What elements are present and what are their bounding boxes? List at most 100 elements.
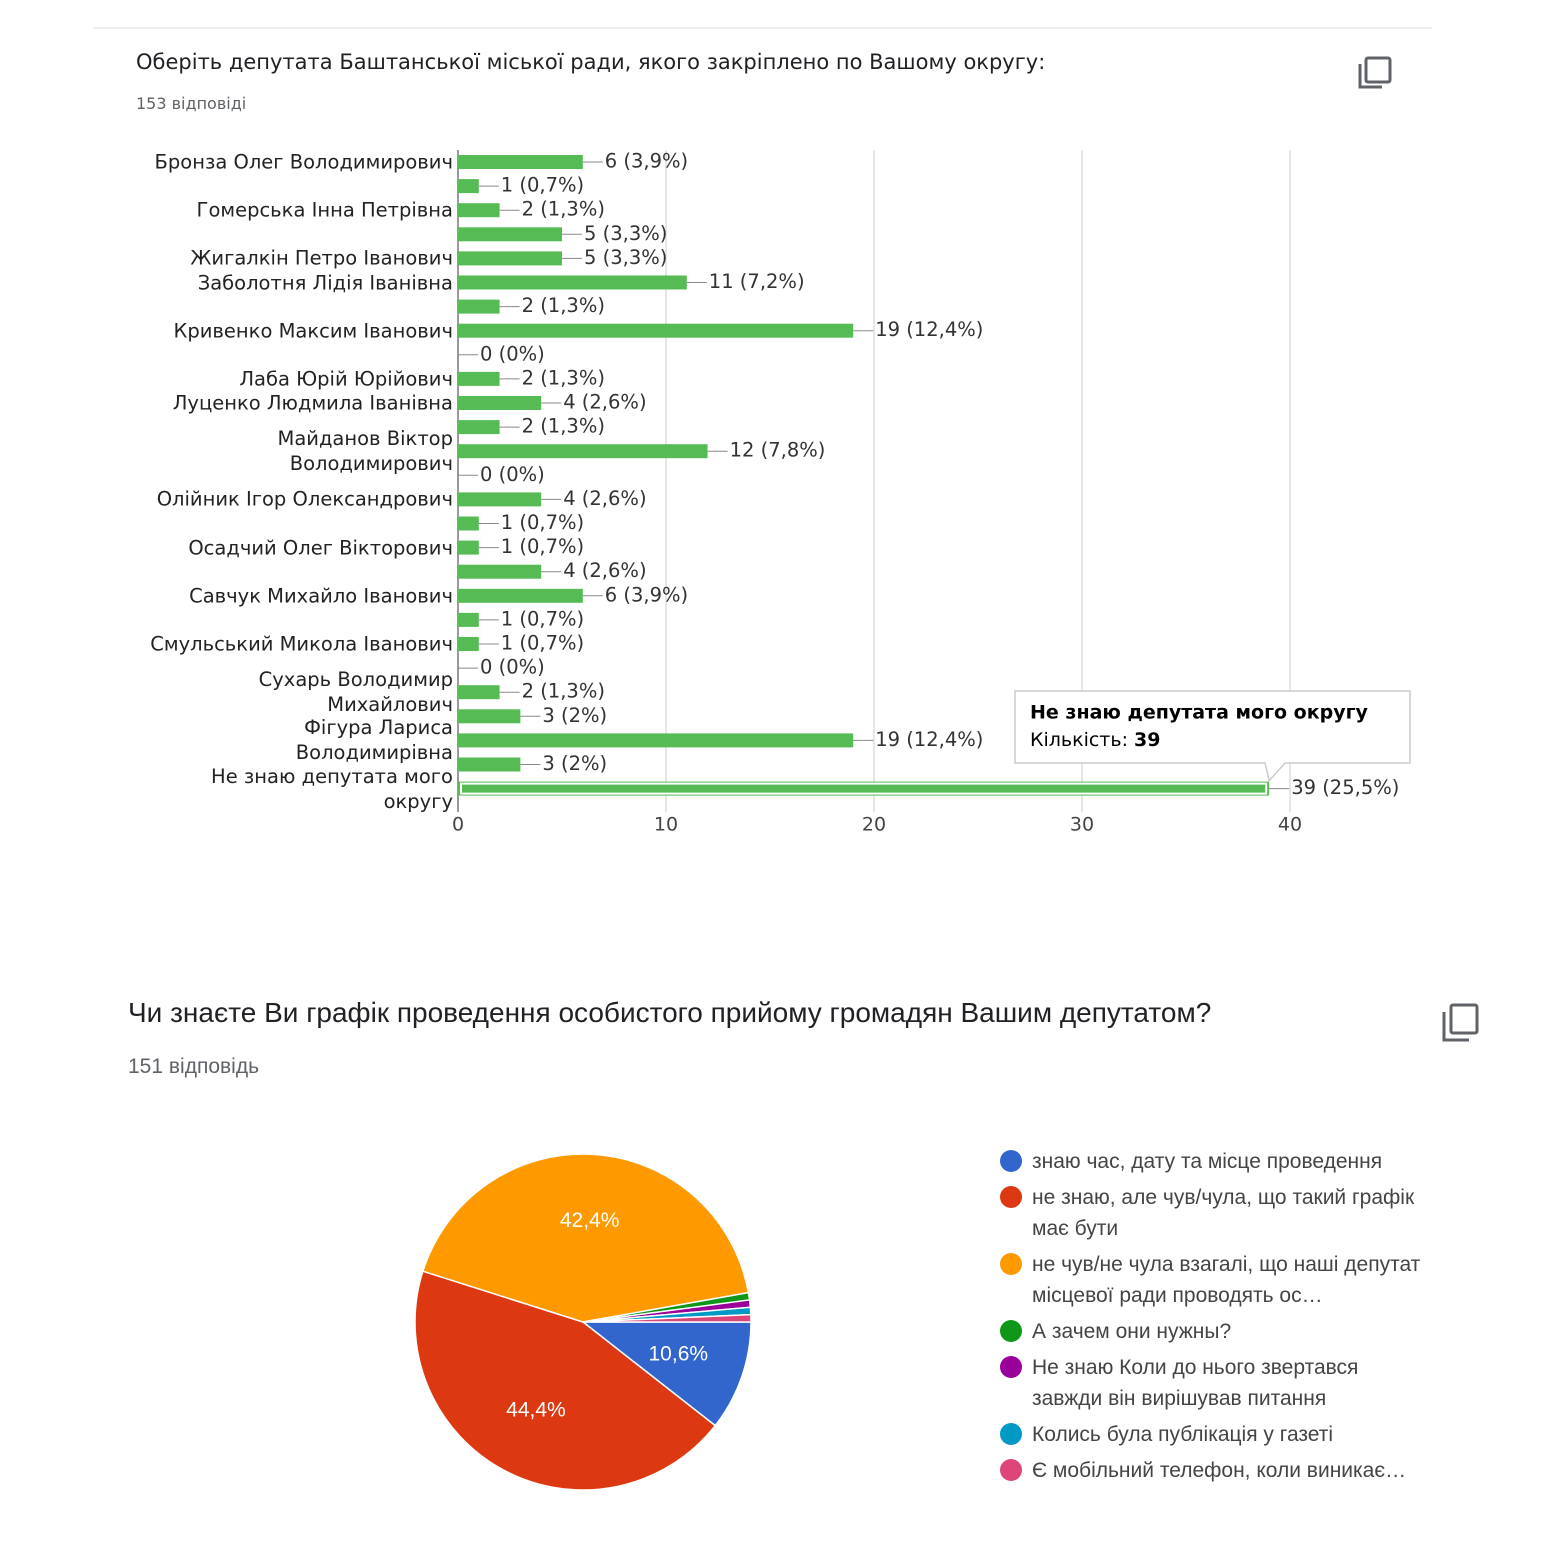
tooltip-title: Не знаю депутата мого округу <box>1030 702 1369 724</box>
value-label: 12 (7,8%) <box>730 439 826 462</box>
bar <box>458 685 500 700</box>
chart-title: Чи знаєте Ви графік проведення особистог… <box>128 997 1212 1028</box>
legend-swatch <box>1000 1150 1022 1172</box>
bar <box>458 155 583 169</box>
legend-swatch <box>1000 1253 1022 1275</box>
legend-item: не знаю, але чув/чула, що такий графік м… <box>1000 1182 1440 1244</box>
bar-highlight <box>460 782 1268 795</box>
category-labels: Бронза Олег Володимирович Гомерська Інна … <box>0 150 460 820</box>
pie-slice <box>580 1321 752 1427</box>
bar <box>458 396 542 410</box>
value-label: 3 (2%) <box>542 704 607 727</box>
legend-label: знаю час, дату та місце проведення <box>1032 1150 1383 1173</box>
bar <box>458 299 500 314</box>
x-tick-label: 20 <box>862 814 886 836</box>
tooltip-text: Кількість: 39 <box>1030 729 1160 751</box>
y-tick-label: Луценко Людмила Іванівна <box>172 391 453 415</box>
value-label: 1 (0,7%) <box>501 607 584 630</box>
legend-item: не чув/не чула взагалі, що наші депутат … <box>1000 1249 1440 1311</box>
pie-slice <box>421 1153 750 1323</box>
value-label: 6 (3,9%) <box>605 583 688 606</box>
legend-swatch <box>1000 1459 1022 1481</box>
bar <box>458 516 479 531</box>
y-tick-label: Фігура Лариса Володимирівна <box>295 716 453 765</box>
bar <box>458 637 479 651</box>
legend-swatch <box>1000 1320 1022 1342</box>
bar <box>458 203 500 218</box>
value-label: 6 (3,9%) <box>605 150 688 173</box>
x-tick-label: 0 <box>452 814 464 836</box>
y-tick-label: Олійник Ігор Олександрович <box>156 487 453 511</box>
legend-label: не чув/не чула взагалі, що наші депутат … <box>1032 1253 1421 1307</box>
bar <box>458 444 708 459</box>
value-label: 19 (12,4%) <box>875 728 983 751</box>
response-count: 151 відповідь <box>128 1055 260 1078</box>
x-tick-label: 40 <box>1278 814 1302 836</box>
value-label: 0 (0%) <box>480 656 545 679</box>
value-label: 5 (3,3%) <box>584 222 667 245</box>
value-label: 2 (1,3%) <box>522 198 605 221</box>
legend-swatch <box>1000 1186 1022 1208</box>
value-label: 4 (2,6%) <box>563 559 646 582</box>
y-tick-label: Жигалкін Петро Іванович <box>190 246 453 270</box>
chart-title: Оберіть депутата Баштанської міської рад… <box>136 50 1046 74</box>
y-tick-label: Смульський Микола Іванович <box>150 632 453 656</box>
slice-label: 44,4% <box>506 1399 566 1422</box>
value-label: 4 (2,6%) <box>563 391 646 414</box>
pie-slice <box>582 1313 752 1323</box>
value-label: 5 (3,3%) <box>584 246 667 269</box>
bar <box>458 179 479 194</box>
legend-item: Колись була публікація у газеті <box>1000 1419 1440 1450</box>
bar <box>458 781 1270 796</box>
value-label: 19 (12,4%) <box>875 318 983 341</box>
y-tick-label: Гомерська Інна Петрівна <box>196 198 453 222</box>
pie-slice <box>414 1270 717 1491</box>
y-tick-label: Сухарь Володимир Михайлович <box>258 668 453 717</box>
y-tick-label: Заболотня Лідія Іванівна <box>197 271 453 294</box>
legend-swatch <box>1000 1423 1022 1445</box>
copy-icon[interactable] <box>1358 56 1392 89</box>
value-label: 0 (0%) <box>480 463 545 486</box>
value-label: 2 (1,3%) <box>522 680 605 703</box>
bar <box>458 540 479 555</box>
y-tick-label: Осадчий Олег Вікторович <box>188 536 453 560</box>
bar <box>458 420 500 435</box>
legend-item: знаю час, дату та місце проведення <box>1000 1146 1440 1177</box>
y-tick-label: Савчук Михайло Іванович <box>189 584 453 608</box>
y-tick-label: Не знаю депутата мого округу <box>211 764 453 813</box>
tooltip-label: Кількість: <box>1030 729 1128 751</box>
value-label: 0 (0%) <box>480 342 545 365</box>
value-label: 2 (1,3%) <box>522 294 605 317</box>
legend-item: Є мобільний телефон, коли виникає… <box>1000 1455 1440 1486</box>
value-label: 2 (1,3%) <box>522 366 605 389</box>
x-tick-label: 10 <box>654 814 678 836</box>
bar <box>458 492 542 507</box>
bar <box>458 323 854 338</box>
value-label: 1 (0,7%) <box>501 535 584 558</box>
value-label: 4 (2,6%) <box>563 487 646 510</box>
bar <box>458 371 500 386</box>
legend-label: Колись була публікація у газеті <box>1032 1423 1334 1446</box>
legend-item: А зачем они нужны? <box>1000 1316 1440 1347</box>
copy-icon[interactable] <box>1442 1003 1479 1042</box>
legend-label: Не знаю Коли до нього звертався завжди в… <box>1032 1356 1359 1410</box>
slice-label: 10,6% <box>649 1342 709 1365</box>
value-label: 39 (25,5%) <box>1291 776 1399 799</box>
tooltip-box <box>1014 690 1411 783</box>
value-label: 2 (1,3%) <box>522 415 605 438</box>
slice-label: 42,4% <box>560 1209 620 1232</box>
bar <box>458 251 562 266</box>
y-tick-label: Бронза Олег Володимирович <box>154 150 453 174</box>
legend-label: Є мобільний телефон, коли виникає… <box>1032 1459 1407 1482</box>
bar <box>458 564 542 579</box>
value-label: 11 (7,2%) <box>709 270 805 293</box>
tooltip-value: 39 <box>1134 729 1160 751</box>
y-tick-label: Лаба Юрій Юрійович <box>239 367 453 391</box>
x-tick-label: 30 <box>1070 814 1094 836</box>
value-label: 1 (0,7%) <box>501 632 584 655</box>
bar <box>458 275 687 290</box>
value-label: 3 (2%) <box>542 752 607 775</box>
y-tick-label: Кривенко Максим Іванович <box>173 319 453 343</box>
bar <box>458 757 521 772</box>
